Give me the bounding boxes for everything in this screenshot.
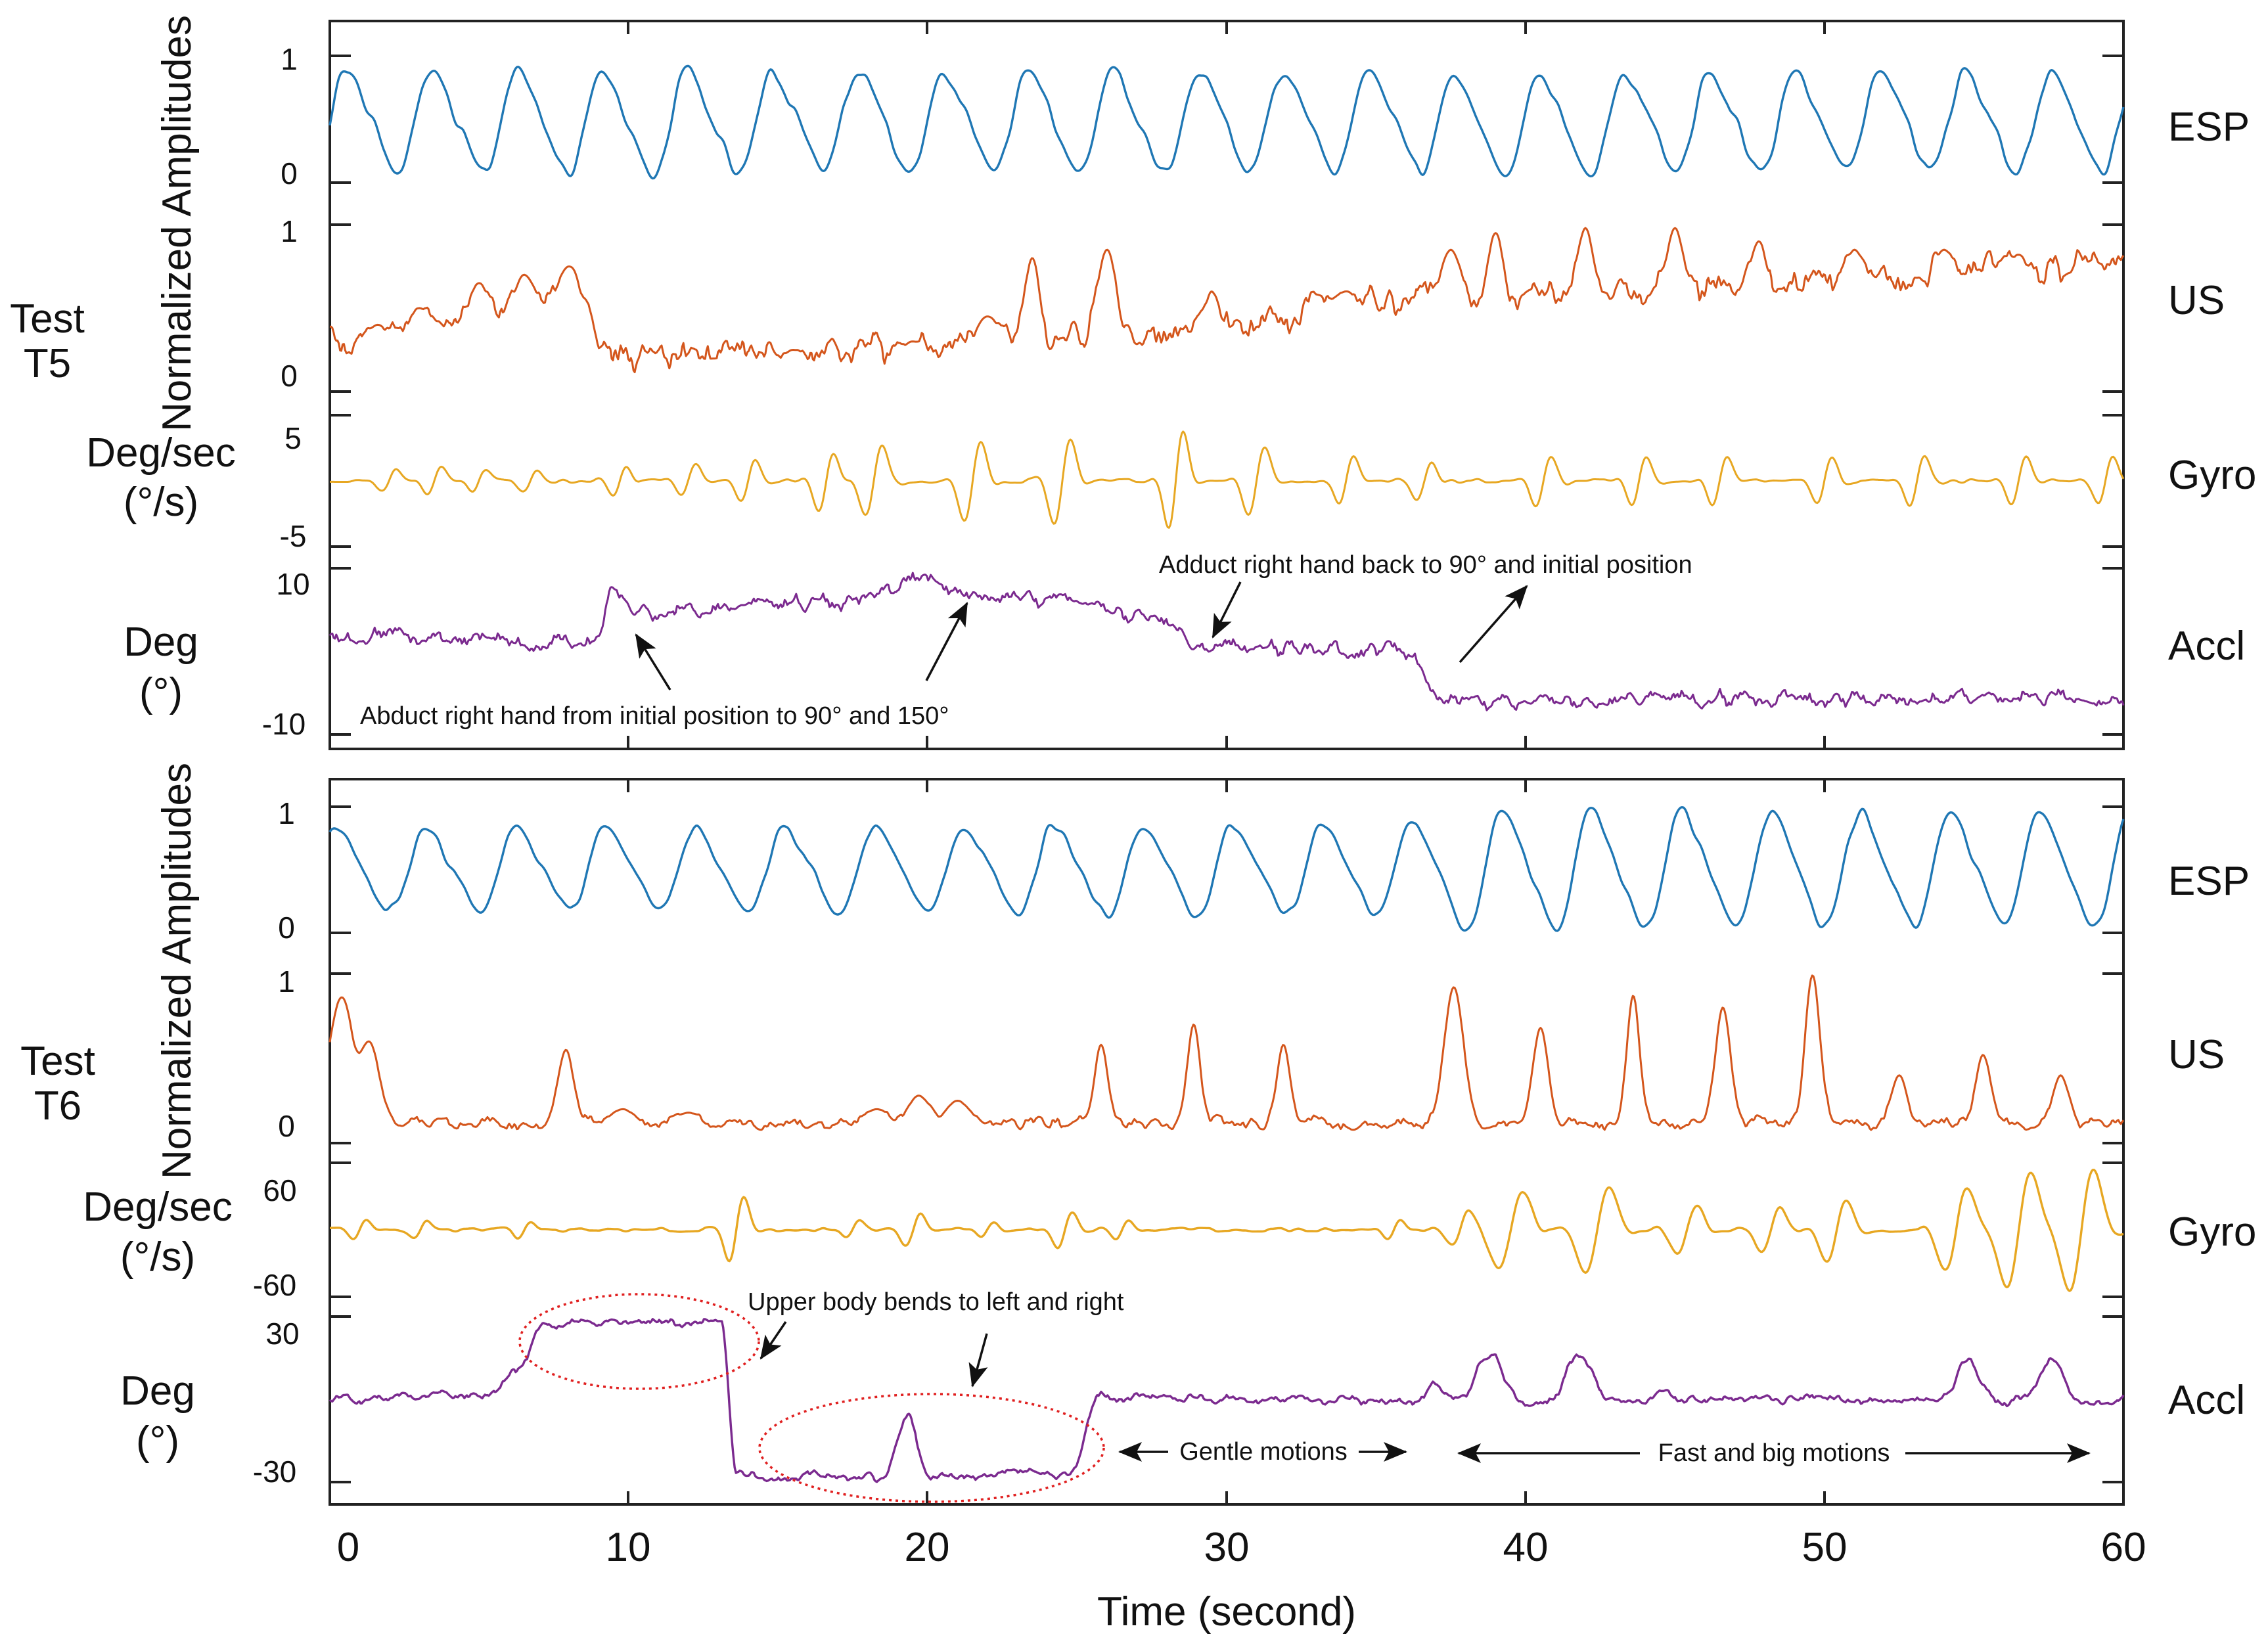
panel-t5-accl-unit-line2: (°) — [139, 670, 183, 715]
x-tick-label-10: 10 — [606, 1525, 651, 1570]
panel-t5-us-ytick-bottom: 0 — [281, 359, 298, 393]
panel-t5-accl-ytick-bottom: -10 — [262, 707, 306, 741]
panel-t6-accl-ytick-bottom: -30 — [253, 1454, 296, 1489]
panel-t5-esp-ytick-top: 1 — [281, 42, 298, 76]
panel-t6-us-line — [329, 974, 2125, 1131]
panel-t5-frame — [329, 20, 2125, 750]
panel-t6-test-label-line1: Test — [20, 1039, 95, 1084]
panel-t6-annotation-fast: Fast and big motions — [1658, 1439, 1890, 1467]
panel-t6-us-ytick-bottom: 0 — [278, 1109, 295, 1143]
panel-t6-gyro-ytick-bottom: -60 — [253, 1268, 296, 1302]
panel-t5-test-label-line2: T5 — [24, 341, 71, 386]
panel-t6-accl-ytick-top: 30 — [265, 1317, 299, 1351]
panel-t6-ellipse-right-bend — [758, 1393, 1105, 1503]
panel-t6-esp-ytick-bottom: 0 — [278, 911, 295, 945]
x-tick-label-40: 40 — [1503, 1525, 1549, 1570]
panel-t6-gyro-line — [330, 1169, 2124, 1292]
panel-t5-annotation-abduct: Abduct right hand from initial position … — [360, 702, 949, 730]
panel-t6-gyro-unit-line1: Deg/sec — [83, 1184, 232, 1230]
panel-t5-esp-ytick-bottom: 0 — [281, 156, 298, 191]
panel-t6-esp-name: ESP — [2168, 859, 2250, 904]
panel-t5-gyro-line — [330, 430, 2125, 529]
panel-t6-gyro-unit-line2: (°/s) — [120, 1234, 195, 1280]
panel-t6-esp-line — [329, 806, 2125, 932]
panel-t6-accl-unit-line1: Deg — [120, 1368, 195, 1414]
panel-t5-gyro-ytick-top: 5 — [284, 421, 302, 455]
panel-t6-us-ytick-top: 1 — [278, 964, 295, 999]
panel-t5-accl-line — [329, 572, 2125, 711]
panel-t6-yticks — [330, 805, 2123, 1483]
panel-t5-accl-unit-line1: Deg — [124, 620, 198, 665]
panel-t5-annotation-adduct: Adduct right hand back to 90° and initia… — [1159, 551, 1692, 579]
panel-t6-xticks — [627, 779, 1826, 1504]
panel-t5-arrow-adduct-1 — [1212, 581, 1242, 639]
panel-t6-gyro-name: Gyro — [2168, 1209, 2256, 1255]
panel-t6-gyro-ytick-top: 60 — [263, 1173, 296, 1207]
panel-t5-gyro-name: Gyro — [2168, 453, 2256, 498]
panel-t5-arrow-abduct-2 — [925, 602, 968, 681]
panel-t5-us-line — [329, 227, 2125, 374]
panel-t5-gyro-ytick-bottom: -5 — [280, 519, 307, 553]
panel-t5-accl-ytick-top: 10 — [276, 567, 309, 601]
panel-t6: Test T6 Normalized Amplitudes Deg/sec (°… — [20, 763, 2256, 1506]
panel-t6-us-name: US — [2168, 1032, 2225, 1077]
panel-t5-us-ytick-top: 1 — [281, 214, 298, 248]
panel-t5-esp-name: ESP — [2168, 104, 2250, 150]
x-tick-label-50: 50 — [1802, 1525, 1848, 1570]
panel-t5-gyro-unit-line2: (°/s) — [124, 480, 198, 525]
panel-t5-xticks — [627, 21, 1826, 749]
x-tick-label-30: 30 — [1204, 1525, 1250, 1570]
panel-t5-us-name: US — [2168, 278, 2225, 323]
panel-t6-esp-ytick-top: 1 — [278, 796, 295, 830]
panel-t5-test-label-line1: Test — [10, 296, 85, 342]
panel-t6-accl-unit-line2: (°) — [136, 1418, 179, 1464]
panel-t6-test-label-line2: T6 — [34, 1083, 81, 1129]
x-axis: 0 10 20 30 40 50 60 Time (second) — [337, 1525, 2146, 1634]
x-axis-label: Time (second) — [1097, 1589, 1356, 1634]
panel-t6-accl-line — [329, 1318, 2125, 1483]
panel-t5-gyro-unit-line1: Deg/sec — [86, 430, 235, 476]
panel-t5-accl-name: Accl — [2168, 623, 2245, 669]
panel-t6-ellipse-left-bend — [518, 1293, 760, 1390]
panel-t6-arrow-bends-2 — [968, 1333, 988, 1387]
panel-t5-arrow-abduct-1 — [635, 633, 671, 690]
panel-t5-esp-line — [329, 64, 2125, 180]
panel-t6-annotation-bends: Upper body bends to left and right — [748, 1288, 1124, 1316]
x-tick-label-0: 0 — [337, 1525, 359, 1570]
panel-t5-arrow-adduct-2 — [1459, 585, 1528, 664]
panel-t6-y-group-label: Normalized Amplitudes — [154, 763, 200, 1179]
panel-t5-y-group-label: Normalized Amplitudes — [154, 15, 200, 432]
x-tick-label-60: 60 — [2101, 1525, 2146, 1570]
panel-t5-yticks — [330, 55, 2123, 736]
panel-t5: Test T5 Normalized Amplitudes Deg/sec (°… — [10, 15, 2256, 750]
panel-t6-annotation-gentle: Gentle motions — [1179, 1438, 1348, 1466]
panel-t6-arrow-bends-1 — [760, 1321, 787, 1360]
panel-t6-accl-name: Accl — [2168, 1378, 2245, 1423]
x-tick-label-20: 20 — [905, 1525, 950, 1570]
